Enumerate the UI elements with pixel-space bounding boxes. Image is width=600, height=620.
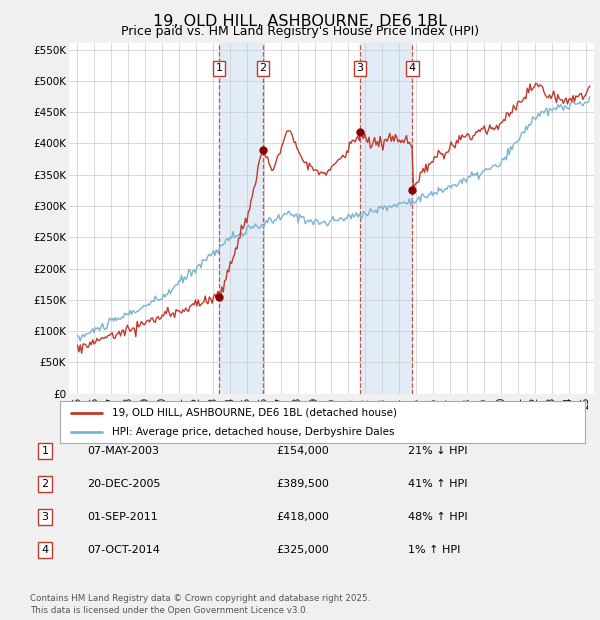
Text: 4: 4 bbox=[41, 545, 49, 555]
Text: 1: 1 bbox=[41, 446, 49, 456]
Text: 21% ↓ HPI: 21% ↓ HPI bbox=[408, 446, 467, 456]
Text: 1% ↑ HPI: 1% ↑ HPI bbox=[408, 545, 460, 555]
Text: 48% ↑ HPI: 48% ↑ HPI bbox=[408, 512, 467, 522]
Text: 41% ↑ HPI: 41% ↑ HPI bbox=[408, 479, 467, 489]
Text: 2: 2 bbox=[260, 63, 266, 73]
Text: 1: 1 bbox=[215, 63, 223, 73]
Text: 07-MAY-2003: 07-MAY-2003 bbox=[87, 446, 159, 456]
Text: 07-OCT-2014: 07-OCT-2014 bbox=[87, 545, 160, 555]
Text: £154,000: £154,000 bbox=[276, 446, 329, 456]
Text: £389,500: £389,500 bbox=[276, 479, 329, 489]
Text: 4: 4 bbox=[409, 63, 416, 73]
Text: 01-SEP-2011: 01-SEP-2011 bbox=[87, 512, 158, 522]
Text: 2: 2 bbox=[41, 479, 49, 489]
Text: £418,000: £418,000 bbox=[276, 512, 329, 522]
Text: Price paid vs. HM Land Registry's House Price Index (HPI): Price paid vs. HM Land Registry's House … bbox=[121, 25, 479, 38]
Text: HPI: Average price, detached house, Derbyshire Dales: HPI: Average price, detached house, Derb… bbox=[113, 427, 395, 437]
Text: 3: 3 bbox=[356, 63, 363, 73]
Text: 19, OLD HILL, ASHBOURNE, DE6 1BL: 19, OLD HILL, ASHBOURNE, DE6 1BL bbox=[153, 14, 447, 29]
Text: 3: 3 bbox=[41, 512, 49, 522]
Text: Contains HM Land Registry data © Crown copyright and database right 2025.
This d: Contains HM Land Registry data © Crown c… bbox=[30, 594, 370, 615]
Text: 19, OLD HILL, ASHBOURNE, DE6 1BL (detached house): 19, OLD HILL, ASHBOURNE, DE6 1BL (detach… bbox=[113, 407, 398, 417]
Bar bbox=[360, 43, 412, 394]
Bar bbox=[219, 43, 263, 394]
Text: £325,000: £325,000 bbox=[276, 545, 329, 555]
Text: 20-DEC-2005: 20-DEC-2005 bbox=[87, 479, 161, 489]
